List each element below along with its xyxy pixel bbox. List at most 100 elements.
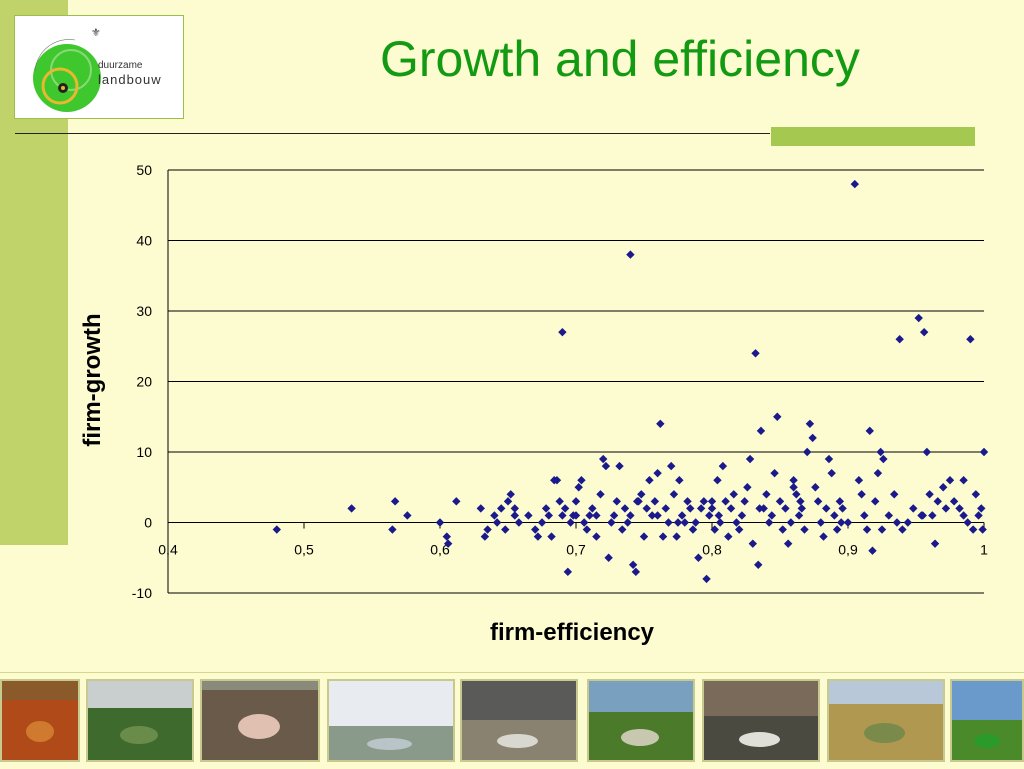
data-point: [506, 490, 515, 499]
data-point: [582, 525, 592, 534]
data-point: [732, 518, 741, 527]
data-point: [691, 518, 700, 527]
data-point: [773, 412, 782, 421]
data-point: [673, 518, 683, 527]
y-tick-label: 10: [136, 444, 152, 460]
data-point: [623, 518, 632, 527]
data-point: [686, 504, 695, 513]
data-point: [577, 476, 586, 485]
title-divider-accent: [771, 127, 975, 146]
data-point: [803, 447, 812, 457]
data-point: [571, 497, 581, 506]
data-point: [615, 461, 624, 471]
data-point: [857, 490, 866, 499]
data-point: [596, 490, 605, 499]
data-point: [501, 525, 510, 534]
data-point: [979, 447, 989, 457]
data-point: [939, 483, 948, 492]
data-point: [778, 525, 787, 534]
photo-vegetable-field: [86, 679, 194, 762]
data-point: [558, 511, 567, 520]
data-point: [843, 518, 853, 527]
data-point: [675, 476, 684, 485]
data-point: [909, 504, 918, 513]
data-point: [764, 518, 774, 527]
data-point: [490, 511, 499, 520]
photo-poultry-barn: [702, 679, 820, 762]
data-point: [754, 560, 763, 569]
data-point: [707, 497, 717, 506]
data-point: [544, 511, 553, 520]
chart-tick-labels: 50 40 30 20 10 0 -10 0,4 0,5 0,6 0,7 0,8 0,9 1: [132, 162, 988, 601]
data-point: [724, 532, 733, 541]
photo-hens: [0, 679, 80, 762]
data-point: [767, 511, 777, 520]
data-point: [892, 518, 902, 527]
data-point: [748, 539, 757, 548]
data-point: [922, 447, 932, 457]
data-point: [563, 567, 573, 577]
data-point: [560, 504, 570, 513]
data-point: [592, 532, 601, 541]
data-point: [919, 327, 929, 337]
y-tick-label: 40: [136, 233, 152, 249]
duurzame-landbouw-logo: ⚜ duurzame landbouw: [14, 15, 184, 119]
data-point: [642, 504, 651, 513]
data-point: [656, 419, 665, 428]
data-point: [770, 468, 779, 478]
photo-strip: [0, 672, 1024, 769]
data-point: [618, 525, 627, 534]
data-point: [696, 504, 706, 513]
data-point: [653, 511, 662, 520]
data-point: [876, 447, 885, 457]
data-point: [718, 461, 728, 471]
data-point: [680, 518, 689, 527]
data-point: [838, 504, 847, 513]
data-point: [558, 327, 567, 337]
data-point: [510, 511, 519, 520]
data-point: [895, 335, 904, 344]
data-point: [735, 525, 744, 534]
data-point: [661, 504, 670, 513]
data-point: [968, 525, 978, 534]
data-point: [945, 476, 955, 485]
data-point: [783, 539, 793, 548]
data-point: [974, 511, 983, 520]
data-point: [737, 511, 747, 520]
data-point: [898, 525, 907, 534]
x-tick-label: 0,4: [158, 542, 178, 558]
data-point: [800, 525, 809, 534]
data-point: [824, 454, 834, 464]
data-point: [403, 511, 412, 520]
data-point: [604, 553, 613, 562]
data-point: [813, 497, 823, 506]
scatter-chart: 50 40 30 20 10 0 -10 0,4 0,5 0,6 0,7 0,8 0,9 1 firm-e…: [79, 162, 989, 646]
data-point: [547, 532, 556, 541]
data-point: [667, 461, 676, 471]
data-point: [388, 525, 397, 534]
x-tick-label: 0,6: [430, 542, 450, 558]
photo-pigs: [200, 679, 320, 762]
data-point: [442, 532, 451, 541]
data-point: [639, 532, 649, 541]
data-point: [664, 518, 673, 527]
data-point: [959, 511, 968, 520]
data-point: [702, 574, 711, 584]
data-point: [830, 511, 839, 520]
data-point: [435, 518, 445, 527]
data-point: [688, 525, 698, 534]
data-point: [566, 518, 575, 527]
data-point: [497, 504, 506, 513]
data-point: [971, 490, 981, 499]
data-point: [805, 419, 815, 428]
data-point: [811, 483, 820, 492]
data-point: [781, 504, 790, 513]
data-point: [650, 497, 660, 506]
photo-greenhouses: [327, 679, 455, 762]
lion-icon: ⚜: [91, 26, 101, 39]
data-point: [476, 504, 485, 513]
data-point: [850, 179, 859, 189]
x-tick-label: 0,7: [566, 542, 586, 558]
data-point: [631, 567, 641, 577]
data-point: [721, 497, 730, 506]
